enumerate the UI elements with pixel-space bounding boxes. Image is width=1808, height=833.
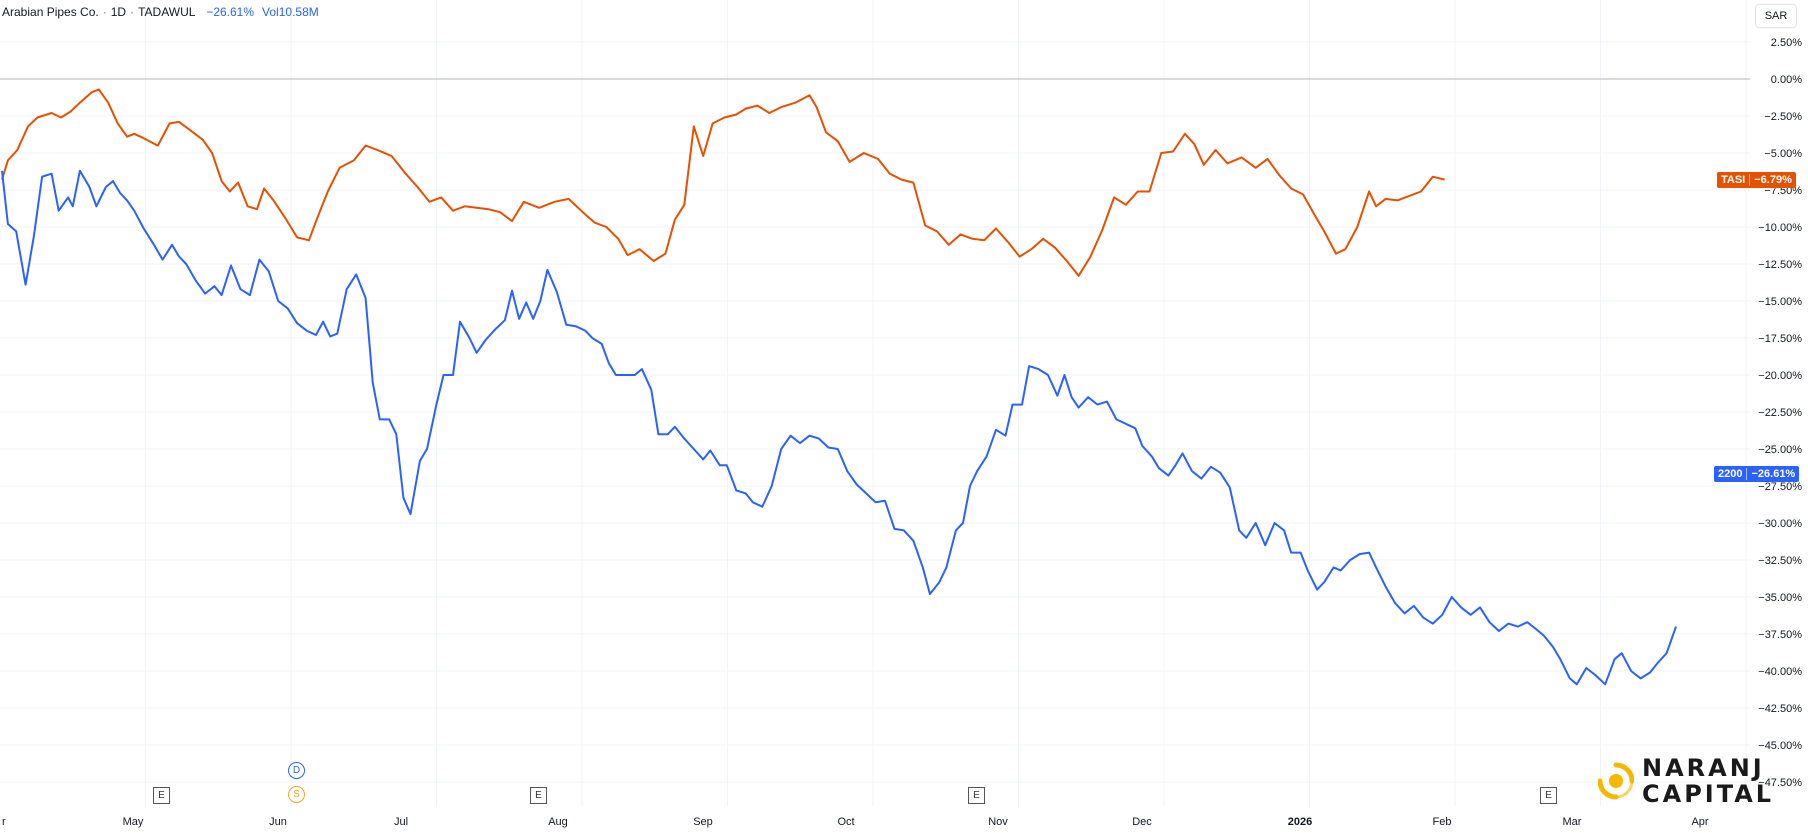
y-tick-label: −32.50% <box>1758 555 1802 567</box>
symbol-name[interactable]: Arabian Pipes Co. <box>2 5 99 19</box>
x-tick-label: Dec <box>1132 816 1152 828</box>
y-tick-label: −45.00% <box>1758 740 1802 752</box>
y-tick-label: −42.50% <box>1758 703 1802 715</box>
x-tick-label: Mar <box>1563 816 1582 828</box>
currency-button[interactable]: SAR <box>1755 4 1797 28</box>
y-tick-label: −37.50% <box>1758 629 1802 641</box>
sun-logo-icon <box>1598 762 1634 800</box>
y-tick-label: 0.00% <box>1771 74 1802 86</box>
volume-label: Vol <box>262 5 279 19</box>
x-tick-label: r <box>2 816 6 828</box>
stock-badge-value: −26.61% <box>1751 468 1796 480</box>
x-tick-label: Jun <box>269 816 287 828</box>
chart-grid <box>0 0 1750 806</box>
x-tick-label: Feb <box>1433 816 1452 828</box>
volume-value: 10.58M <box>278 5 319 19</box>
x-tick-label: Sep <box>693 816 713 828</box>
change-value: −26.61% <box>206 5 255 19</box>
dividend-event-marker[interactable]: D <box>288 762 305 779</box>
y-tick-label: −17.50% <box>1758 333 1802 345</box>
logo-line-1: NARANJ <box>1642 754 1765 782</box>
y-tick-label: −2.50% <box>1764 111 1802 123</box>
earnings-event-marker[interactable]: E <box>968 787 985 804</box>
stock-last-value-badge: 2200 −26.61% <box>1714 466 1800 482</box>
y-tick-label: −7.50% <box>1764 185 1802 197</box>
x-tick-label: Nov <box>988 816 1008 828</box>
x-axis: r May Jun Jul Aug Sep Oct Nov Dec 2026 Feb Mar Apr <box>2 816 1709 828</box>
tasi-badge-value: −6.79% <box>1754 174 1792 186</box>
y-tick-label: −40.00% <box>1758 666 1802 678</box>
y-tick-label: −30.00% <box>1758 518 1802 530</box>
series-layer <box>1 88 1677 686</box>
naranj-capital-logo: NARANJ CAPITAL <box>1598 755 1774 807</box>
y-tick-label: −5.00% <box>1764 148 1802 160</box>
stock-badge-label: 2200 <box>1718 468 1743 480</box>
y-axis: 2.50% 0.00% −2.50% −5.00% −7.50% −10.00% −12.5… <box>1758 37 1802 789</box>
y-tick-label: 2.50% <box>1771 37 1802 49</box>
x-tick-label: Aug <box>548 816 568 828</box>
tasi-last-value-badge: TASI −6.79% <box>1717 172 1796 188</box>
y-tick-label: −27.50% <box>1758 481 1802 493</box>
x-tick-label: Apr <box>1691 816 1708 828</box>
series-line-2200[interactable] <box>1 169 1677 686</box>
y-tick-label: −20.00% <box>1758 370 1802 382</box>
y-tick-label: −22.50% <box>1758 407 1802 419</box>
split-event-marker[interactable]: S <box>288 786 305 803</box>
y-tick-label: −12.50% <box>1758 259 1802 271</box>
earnings-event-marker[interactable]: E <box>530 787 547 804</box>
chart-legend-header[interactable]: Arabian Pipes Co. · 1D · TADAWUL −26.61% Vol1… <box>2 5 319 19</box>
y-tick-label: −10.00% <box>1758 222 1802 234</box>
x-tick-label: Jul <box>394 816 408 828</box>
x-tick-label: May <box>123 816 144 828</box>
tasi-badge-label: TASI <box>1721 174 1746 186</box>
x-tick-label: Oct <box>837 816 854 828</box>
exchange: TADAWUL <box>138 5 195 19</box>
interval[interactable]: 1D <box>110 5 127 19</box>
x-tick-label: 2026 <box>1288 816 1312 828</box>
earnings-event-marker[interactable]: E <box>153 787 170 804</box>
logo-line-2: CAPITAL <box>1642 780 1775 808</box>
series-line-tasi[interactable] <box>1 88 1445 277</box>
earnings-event-marker[interactable]: E <box>1540 787 1557 804</box>
y-tick-label: −35.00% <box>1758 592 1802 604</box>
y-tick-label: −15.00% <box>1758 296 1802 308</box>
y-tick-label: −47.50% <box>1758 777 1802 789</box>
y-tick-label: −25.00% <box>1758 444 1802 456</box>
